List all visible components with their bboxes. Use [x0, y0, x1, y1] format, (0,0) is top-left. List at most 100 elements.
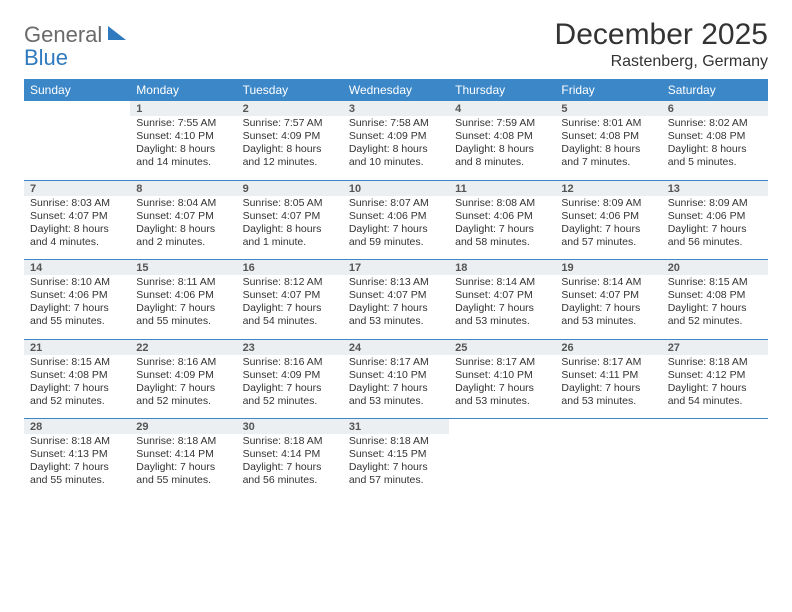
day-content-cell: Sunrise: 8:14 AMSunset: 4:07 PMDaylight:… — [555, 275, 661, 339]
page-header: General Blue December 2025 Rastenberg, G… — [24, 18, 768, 71]
day-number-cell: 3 — [343, 101, 449, 116]
day-content-row: Sunrise: 8:10 AMSunset: 4:06 PMDaylight:… — [24, 275, 768, 339]
day-number-cell: 30 — [237, 419, 343, 435]
day-number-cell — [449, 419, 555, 435]
day-number-cell — [662, 419, 768, 435]
sunset-text: Sunset: 4:08 PM — [668, 289, 762, 302]
day-number-cell: 29 — [130, 419, 236, 435]
day-number-cell: 7 — [24, 180, 130, 196]
sunset-text: Sunset: 4:11 PM — [561, 369, 655, 382]
sunset-text: Sunset: 4:09 PM — [136, 369, 230, 382]
sunrise-text: Sunrise: 8:18 AM — [136, 435, 230, 448]
day-content-cell: Sunrise: 8:13 AMSunset: 4:07 PMDaylight:… — [343, 275, 449, 339]
sunrise-text: Sunrise: 8:09 AM — [668, 197, 762, 210]
day-number-cell: 12 — [555, 180, 661, 196]
day-content-cell: Sunrise: 8:18 AMSunset: 4:12 PMDaylight:… — [662, 355, 768, 419]
sunrise-text: Sunrise: 8:14 AM — [455, 276, 549, 289]
sunrise-text: Sunrise: 8:17 AM — [561, 356, 655, 369]
sunrise-text: Sunrise: 8:18 AM — [668, 356, 762, 369]
sunset-text: Sunset: 4:10 PM — [349, 369, 443, 382]
weekday-header-row: Sunday Monday Tuesday Wednesday Thursday… — [24, 79, 768, 101]
day-number-cell: 1 — [130, 101, 236, 116]
day-content-cell: Sunrise: 8:15 AMSunset: 4:08 PMDaylight:… — [662, 275, 768, 339]
daylight-text: Daylight: 8 hours and 12 minutes. — [243, 143, 337, 169]
location: Rastenberg, Germany — [555, 53, 768, 71]
sunset-text: Sunset: 4:08 PM — [30, 369, 124, 382]
sunrise-text: Sunrise: 8:17 AM — [349, 356, 443, 369]
daylight-text: Daylight: 7 hours and 55 minutes. — [136, 461, 230, 487]
day-content-row: Sunrise: 8:15 AMSunset: 4:08 PMDaylight:… — [24, 355, 768, 419]
weekday-header: Friday — [555, 79, 661, 101]
day-content-cell: Sunrise: 8:10 AMSunset: 4:06 PMDaylight:… — [24, 275, 130, 339]
sunrise-text: Sunrise: 7:57 AM — [243, 117, 337, 130]
month-title: December 2025 — [555, 18, 768, 51]
day-content-cell: Sunrise: 8:11 AMSunset: 4:06 PMDaylight:… — [130, 275, 236, 339]
day-content-cell: Sunrise: 7:59 AMSunset: 4:08 PMDaylight:… — [449, 116, 555, 180]
day-number-cell: 17 — [343, 260, 449, 276]
day-content-row: Sunrise: 7:55 AMSunset: 4:10 PMDaylight:… — [24, 116, 768, 180]
sunset-text: Sunset: 4:08 PM — [561, 130, 655, 143]
sunrise-text: Sunrise: 8:01 AM — [561, 117, 655, 130]
daylight-text: Daylight: 7 hours and 52 minutes. — [243, 382, 337, 408]
sunset-text: Sunset: 4:15 PM — [349, 448, 443, 461]
daylight-text: Daylight: 8 hours and 1 minute. — [243, 223, 337, 249]
day-content-cell: Sunrise: 8:16 AMSunset: 4:09 PMDaylight:… — [130, 355, 236, 419]
sunrise-text: Sunrise: 8:05 AM — [243, 197, 337, 210]
sunset-text: Sunset: 4:07 PM — [243, 289, 337, 302]
daylight-text: Daylight: 7 hours and 53 minutes. — [349, 382, 443, 408]
day-number-cell: 28 — [24, 419, 130, 435]
weekday-header: Wednesday — [343, 79, 449, 101]
day-content-cell: Sunrise: 8:18 AMSunset: 4:14 PMDaylight:… — [237, 434, 343, 498]
daylight-text: Daylight: 7 hours and 57 minutes. — [349, 461, 443, 487]
sunset-text: Sunset: 4:06 PM — [349, 210, 443, 223]
day-content-cell: Sunrise: 7:55 AMSunset: 4:10 PMDaylight:… — [130, 116, 236, 180]
logo: General Blue — [24, 18, 126, 70]
daylight-text: Daylight: 7 hours and 56 minutes. — [243, 461, 337, 487]
day-number-cell: 15 — [130, 260, 236, 276]
day-number-row: 78910111213 — [24, 180, 768, 196]
sunrise-text: Sunrise: 8:04 AM — [136, 197, 230, 210]
sunrise-text: Sunrise: 8:13 AM — [349, 276, 443, 289]
day-content-cell — [662, 434, 768, 498]
day-number-cell: 23 — [237, 339, 343, 355]
sunset-text: Sunset: 4:10 PM — [455, 369, 549, 382]
day-content-cell: Sunrise: 8:18 AMSunset: 4:14 PMDaylight:… — [130, 434, 236, 498]
sunrise-text: Sunrise: 8:16 AM — [243, 356, 337, 369]
logo-word2: Blue — [24, 45, 68, 70]
sunset-text: Sunset: 4:07 PM — [136, 210, 230, 223]
day-content-cell: Sunrise: 8:15 AMSunset: 4:08 PMDaylight:… — [24, 355, 130, 419]
daylight-text: Daylight: 7 hours and 53 minutes. — [455, 382, 549, 408]
sunrise-text: Sunrise: 8:11 AM — [136, 276, 230, 289]
sunrise-text: Sunrise: 8:17 AM — [455, 356, 549, 369]
day-content-cell: Sunrise: 8:17 AMSunset: 4:10 PMDaylight:… — [449, 355, 555, 419]
sunset-text: Sunset: 4:07 PM — [455, 289, 549, 302]
day-content-cell: Sunrise: 8:18 AMSunset: 4:15 PMDaylight:… — [343, 434, 449, 498]
sunrise-text: Sunrise: 8:15 AM — [30, 356, 124, 369]
daylight-text: Daylight: 7 hours and 52 minutes. — [136, 382, 230, 408]
sunset-text: Sunset: 4:07 PM — [561, 289, 655, 302]
daylight-text: Daylight: 7 hours and 59 minutes. — [349, 223, 443, 249]
daylight-text: Daylight: 7 hours and 53 minutes. — [561, 302, 655, 328]
weekday-header: Saturday — [662, 79, 768, 101]
day-content-cell: Sunrise: 8:09 AMSunset: 4:06 PMDaylight:… — [662, 196, 768, 260]
day-number-cell: 9 — [237, 180, 343, 196]
sunset-text: Sunset: 4:09 PM — [349, 130, 443, 143]
day-content-cell: Sunrise: 7:57 AMSunset: 4:09 PMDaylight:… — [237, 116, 343, 180]
day-content-cell: Sunrise: 8:07 AMSunset: 4:06 PMDaylight:… — [343, 196, 449, 260]
day-number-cell — [555, 419, 661, 435]
weekday-header: Tuesday — [237, 79, 343, 101]
sunrise-text: Sunrise: 8:07 AM — [349, 197, 443, 210]
sunrise-text: Sunrise: 8:08 AM — [455, 197, 549, 210]
sunrise-text: Sunrise: 7:58 AM — [349, 117, 443, 130]
daylight-text: Daylight: 7 hours and 58 minutes. — [455, 223, 549, 249]
day-content-row: Sunrise: 8:03 AMSunset: 4:07 PMDaylight:… — [24, 196, 768, 260]
daylight-text: Daylight: 7 hours and 52 minutes. — [30, 382, 124, 408]
sunset-text: Sunset: 4:07 PM — [243, 210, 337, 223]
sunrise-text: Sunrise: 8:02 AM — [668, 117, 762, 130]
daylight-text: Daylight: 8 hours and 4 minutes. — [30, 223, 124, 249]
day-number-cell: 2 — [237, 101, 343, 116]
day-number-cell: 26 — [555, 339, 661, 355]
daylight-text: Daylight: 7 hours and 56 minutes. — [668, 223, 762, 249]
day-number-row: 28293031 — [24, 419, 768, 435]
sunset-text: Sunset: 4:06 PM — [30, 289, 124, 302]
